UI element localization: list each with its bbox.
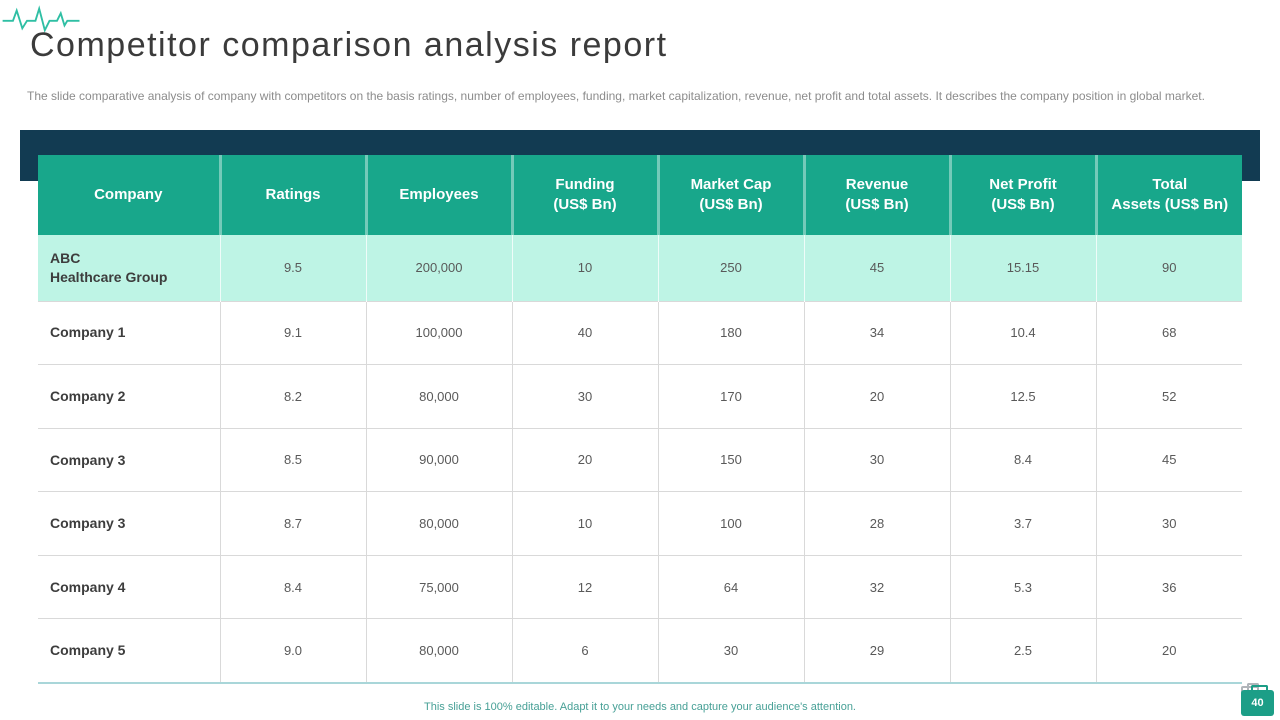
column-header: Ratings [218, 155, 366, 235]
company-cell: Company 1 [38, 300, 220, 365]
column-header: Market Cap (US$ Bn) [656, 155, 804, 235]
value-cell: 45 [1095, 427, 1242, 492]
value-cell: 36 [1095, 554, 1242, 619]
value-cell: 180 [657, 300, 804, 365]
table-body: ABC Healthcare Group 9.5 200,000 10 250 45 15.… [38, 235, 1242, 683]
value-cell: 10 [511, 235, 658, 301]
slide-subtitle: The slide comparative analysis of compan… [27, 89, 1205, 103]
company-cell: Company 3 [38, 491, 220, 556]
value-cell: 80,000 [365, 491, 512, 556]
table-header: Company Ratings Employees Funding (US$ Bn) M… [38, 155, 1242, 235]
column-header: Net Profit (US$ Bn) [948, 155, 1096, 235]
value-cell: 2.5 [949, 618, 1096, 683]
value-cell: 8.2 [219, 364, 366, 429]
value-cell: 100 [657, 491, 804, 556]
value-cell: 20 [511, 427, 658, 492]
value-cell: 64 [657, 554, 804, 619]
table-row: Company 5 9.0 80,000 6 30 29 2.5 20 [38, 618, 1242, 683]
company-cell: Company 2 [38, 364, 220, 429]
table-row: Company 2 8.2 80,000 30 170 20 12.5 52 [38, 364, 1242, 429]
value-cell: 68 [1095, 300, 1242, 365]
value-cell: 8.5 [219, 427, 366, 492]
value-cell: 15.15 [949, 235, 1096, 301]
value-cell: 90 [1095, 235, 1242, 301]
value-cell: 6 [511, 618, 658, 683]
value-cell: 20 [1095, 618, 1242, 683]
company-cell: Company 4 [38, 554, 220, 619]
value-cell: 12.5 [949, 364, 1096, 429]
column-header: Revenue (US$ Bn) [802, 155, 950, 235]
slide-number-badge: 40 [1241, 685, 1274, 716]
comparison-table: Company Ratings Employees Funding (US$ Bn) M… [38, 155, 1242, 684]
company-cell: Company 3 [38, 427, 220, 492]
value-cell: 80,000 [365, 618, 512, 683]
value-cell: 9.1 [219, 300, 366, 365]
value-cell: 30 [657, 618, 804, 683]
value-cell: 30 [803, 427, 950, 492]
value-cell: 3.7 [949, 491, 1096, 556]
value-cell: 10.4 [949, 300, 1096, 365]
value-cell: 34 [803, 300, 950, 365]
column-header: Funding (US$ Bn) [510, 155, 658, 235]
company-cell: ABC Healthcare Group [50, 249, 168, 285]
value-cell: 8.4 [219, 554, 366, 619]
ekg-pulse-icon [2, 5, 80, 33]
value-cell: 10 [511, 491, 658, 556]
slide-number: 40 [1251, 697, 1264, 709]
value-cell: 170 [657, 364, 804, 429]
value-cell: 80,000 [365, 364, 512, 429]
column-header: Company [38, 155, 220, 235]
column-header: Employees [364, 155, 512, 235]
value-cell: 52 [1095, 364, 1242, 429]
header-row: Company Ratings Employees Funding (US$ Bn) M… [38, 155, 1242, 235]
table-row: Company 1 9.1 100,000 40 180 34 10.4 68 [38, 300, 1242, 365]
company-cell: Company 5 [38, 618, 220, 683]
footer-note: This slide is 100% editable. Adapt it to… [424, 701, 856, 713]
value-cell: 5.3 [949, 554, 1096, 619]
value-cell: 45 [803, 235, 950, 301]
table-row: Company 3 8.5 90,000 20 150 30 8.4 45 [38, 427, 1242, 492]
value-cell: 75,000 [365, 554, 512, 619]
value-cell: 40 [511, 300, 658, 365]
page-title: Competitor comparison analysis report [30, 26, 668, 64]
value-cell: 9.5 [219, 235, 366, 301]
table-row: Company 3 8.7 80,000 10 100 28 3.7 30 [38, 491, 1242, 556]
value-cell: 29 [803, 618, 950, 683]
value-cell: 12 [511, 554, 658, 619]
value-cell: 200,000 [365, 235, 512, 301]
table-row: Company 4 8.4 75,000 12 64 32 5.3 36 [38, 554, 1242, 619]
value-cell: 8.7 [219, 491, 366, 556]
table-row: ABC Healthcare Group 9.5 200,000 10 250 45 15.… [38, 235, 1242, 301]
value-cell: 30 [511, 364, 658, 429]
value-cell: 8.4 [949, 427, 1096, 492]
value-cell: 32 [803, 554, 950, 619]
value-cell: 9.0 [219, 618, 366, 683]
value-cell: 150 [657, 427, 804, 492]
value-cell: 20 [803, 364, 950, 429]
value-cell: 28 [803, 491, 950, 556]
value-cell: 250 [657, 235, 804, 301]
column-header: Total Assets (US$ Bn) [1094, 155, 1242, 235]
value-cell: 30 [1095, 491, 1242, 556]
value-cell: 90,000 [365, 427, 512, 492]
value-cell: 100,000 [365, 300, 512, 365]
